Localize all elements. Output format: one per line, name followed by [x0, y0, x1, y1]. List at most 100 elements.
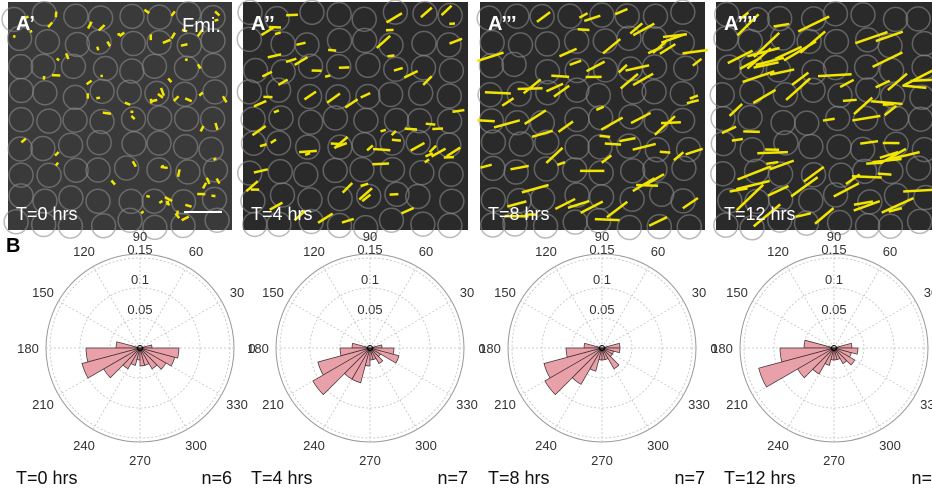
image-caption: T=12 hrs — [724, 204, 796, 224]
image-caption: T=8 hrs — [488, 204, 550, 224]
angular-tick-label: 240 — [73, 438, 95, 453]
panel-label: A’’’ — [488, 13, 517, 35]
polarity-vector — [878, 174, 892, 175]
angular-tick-label: 180 — [17, 341, 39, 356]
angular-tick-label: 120 — [767, 244, 789, 259]
time-label: T=4 hrs — [251, 468, 313, 488]
stain-label: Fmi. — [182, 15, 221, 37]
angular-tick-label: 270 — [823, 453, 845, 468]
polarity-vector — [477, 120, 495, 121]
panel-label: A’ — [16, 13, 35, 35]
polarity-vector — [387, 55, 394, 56]
polarity-vector — [181, 44, 188, 45]
polarity-vector — [103, 113, 111, 114]
polarity-vector — [757, 152, 788, 153]
angular-tick-label: 300 — [185, 438, 207, 453]
polarity-vector — [275, 33, 281, 35]
section-label: B — [6, 235, 20, 257]
polarity-vector — [551, 76, 569, 77]
polarity-vector — [167, 203, 170, 205]
polarity-vector — [97, 47, 98, 51]
image-caption: T=4 hrs — [251, 204, 313, 224]
polarity-vector — [274, 110, 279, 112]
polarity-vector — [390, 194, 399, 195]
angular-tick-label: 30 — [924, 285, 932, 300]
polarity-vector — [151, 99, 152, 104]
n-label: n=6 — [201, 468, 232, 488]
polarity-vector — [96, 98, 100, 99]
polarity-vector — [485, 92, 511, 93]
polarity-vector — [146, 196, 149, 197]
angular-tick-label: 120 — [303, 244, 325, 259]
polarity-vector — [843, 100, 857, 101]
polarity-vector — [159, 201, 162, 203]
polarity-vector — [595, 219, 620, 220]
polarity-vector — [141, 211, 144, 213]
polarity-vector — [392, 140, 401, 141]
angular-tick-label: 180 — [479, 341, 501, 356]
angular-tick-label: 240 — [767, 438, 789, 453]
polarity-vector — [178, 169, 179, 176]
angular-tick-label: 150 — [32, 285, 54, 300]
time-label: T=8 hrs — [488, 468, 550, 488]
angular-tick-label: 150 — [494, 285, 516, 300]
polarity-vector — [328, 50, 336, 51]
angular-tick-label: 60 — [189, 244, 203, 259]
angular-tick-label: 330 — [920, 397, 932, 412]
angular-tick-label: 60 — [651, 244, 665, 259]
angular-tick-label: 90 — [363, 229, 377, 244]
time-label: T=0 hrs — [16, 468, 78, 488]
polarity-vector — [373, 149, 390, 150]
polarity-vector — [381, 130, 386, 132]
angular-tick-label: 120 — [535, 244, 557, 259]
angular-tick-label: 270 — [129, 453, 151, 468]
panel-label: A’’ — [251, 13, 275, 35]
angular-tick-label: 330 — [226, 397, 248, 412]
polarity-vector — [732, 139, 743, 141]
angular-tick-label: 210 — [262, 397, 284, 412]
n-label: n= — [911, 468, 932, 488]
angular-tick-label: 150 — [726, 285, 748, 300]
polarity-vector — [405, 129, 417, 130]
angular-tick-label: 150 — [262, 285, 284, 300]
angular-tick-label: 60 — [419, 244, 433, 259]
angular-tick-label: 210 — [726, 397, 748, 412]
angular-tick-label: 180 — [247, 341, 269, 356]
angular-tick-label: 30 — [460, 285, 474, 300]
angular-tick-label: 270 — [359, 453, 381, 468]
angular-tick-label: 270 — [591, 453, 613, 468]
polarity-vector — [185, 205, 191, 207]
polarity-vector — [299, 151, 317, 152]
angular-tick-label: 300 — [879, 438, 901, 453]
angular-tick-label: 90 — [827, 229, 841, 244]
angular-tick-label: 240 — [535, 438, 557, 453]
angular-tick-label: 30 — [692, 285, 706, 300]
polarity-vector — [605, 144, 621, 145]
polarity-vector — [599, 136, 610, 137]
polarity-vector — [578, 29, 590, 30]
time-label: T=12 hrs — [724, 468, 796, 488]
angular-tick-label: 330 — [688, 397, 710, 412]
polarity-vector — [661, 122, 681, 123]
polarity-vector — [660, 152, 671, 153]
polarity-vector — [57, 59, 59, 61]
angular-tick-label: 180 — [711, 341, 733, 356]
polarity-vector — [214, 158, 217, 160]
n-label: n=7 — [437, 468, 468, 488]
angular-tick-label: 90 — [133, 229, 147, 244]
polarity-vector — [211, 196, 215, 197]
polarity-vector — [636, 185, 658, 186]
angular-tick-label: 60 — [883, 244, 897, 259]
angular-tick-label: 240 — [303, 438, 325, 453]
panel-label: A’’’’ — [724, 13, 757, 35]
angular-tick-label: 120 — [73, 244, 95, 259]
angular-tick-label: 300 — [415, 438, 437, 453]
polarity-vector — [117, 34, 120, 35]
polarity-vector — [372, 164, 389, 165]
polarity-vector — [185, 59, 188, 60]
polarity-vector — [452, 110, 464, 112]
polarity-vector — [14, 35, 15, 37]
polarity-vector — [305, 153, 310, 155]
n-label: n=7 — [674, 468, 705, 488]
